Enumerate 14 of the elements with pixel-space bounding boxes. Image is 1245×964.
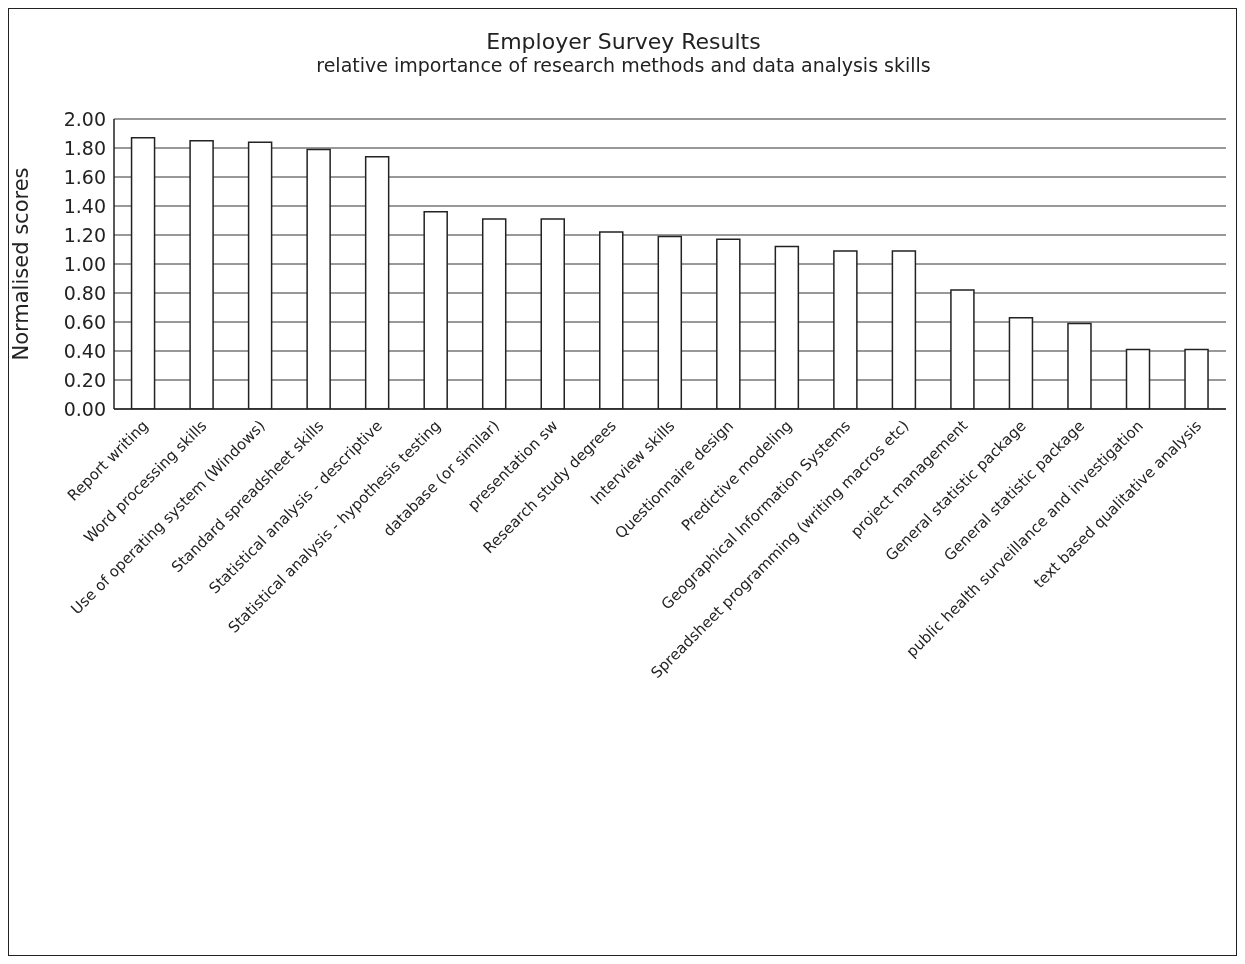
y-tick-label: 0.00 — [63, 397, 106, 420]
y-tick-label: 1.60 — [63, 165, 106, 188]
y-tick-label: 2.00 — [63, 107, 106, 130]
chart-title: Employer Survey Results — [485, 29, 762, 54]
y-tick-label: 1.80 — [63, 136, 106, 159]
y-tick-label: 1.40 — [63, 194, 106, 217]
y-tick-label: 0.60 — [63, 310, 106, 333]
y-tick-label: 0.20 — [63, 368, 106, 391]
y-tick-label: 1.20 — [63, 223, 106, 246]
chart-subtitle: relative importance of research methods and data analysis skills — [315, 54, 932, 76]
y-tick-label: 0.80 — [63, 281, 106, 304]
y-axis-title: Normalised scores — [9, 167, 34, 361]
y-tick-label: 1.00 — [63, 252, 106, 275]
y-tick-label: 0.40 — [63, 339, 106, 362]
